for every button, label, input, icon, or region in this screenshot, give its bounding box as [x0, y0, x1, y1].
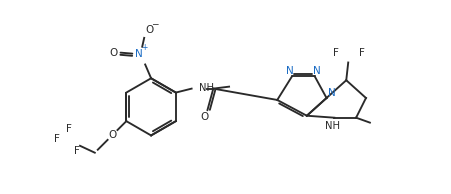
Text: F: F — [358, 48, 364, 58]
Text: O: O — [109, 48, 118, 58]
Text: O: O — [200, 112, 208, 122]
Text: N: N — [285, 66, 293, 76]
Text: F: F — [54, 134, 60, 144]
Text: NH: NH — [324, 121, 339, 131]
Text: NH: NH — [199, 83, 214, 93]
Text: O: O — [145, 25, 153, 35]
Text: F: F — [333, 48, 339, 58]
Text: N: N — [312, 66, 320, 76]
Text: F: F — [66, 124, 72, 134]
Text: O: O — [108, 130, 116, 140]
Text: F: F — [74, 146, 80, 156]
Text: N: N — [135, 49, 143, 59]
Text: +: + — [141, 43, 147, 52]
Text: N: N — [327, 88, 335, 98]
Text: −: − — [151, 20, 158, 29]
